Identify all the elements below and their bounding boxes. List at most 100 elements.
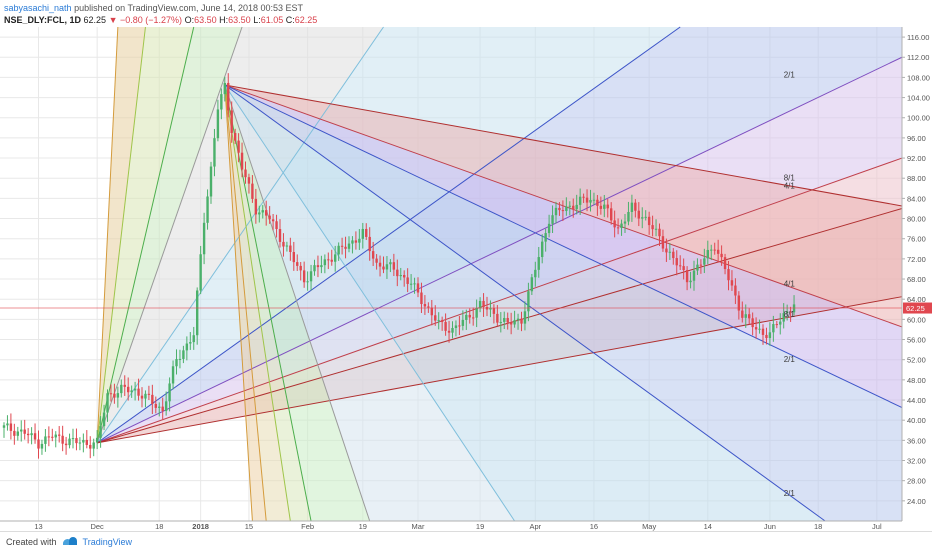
y-tick-label: 28.00	[907, 477, 926, 486]
candle-body	[371, 251, 375, 259]
x-tick-label: Feb	[301, 522, 314, 531]
publisher-text: published on TradingView.com, June 14, 2…	[71, 3, 304, 13]
candle-body	[358, 238, 361, 243]
candle-body	[679, 265, 682, 267]
candle-body	[544, 233, 547, 242]
candle-body	[306, 281, 309, 283]
y-tick-label: 108.00	[907, 73, 930, 82]
candle-body	[192, 335, 195, 343]
candle-body	[454, 325, 458, 328]
candle-body	[313, 265, 316, 272]
candle-body	[275, 221, 278, 230]
candle-body	[2, 425, 6, 428]
candle-body	[444, 322, 447, 331]
candle-body	[606, 204, 609, 209]
y-tick-label: 48.00	[907, 376, 926, 385]
y-tick-label: 56.00	[907, 336, 926, 345]
gann-fan-2-ray	[224, 84, 267, 522]
symbol-label[interactable]: NSE_DLY:FCL, 1D	[4, 15, 82, 25]
candle-body	[151, 394, 154, 404]
candle-body	[706, 249, 709, 259]
candle-body	[185, 343, 189, 351]
candle-body	[85, 439, 88, 445]
candle-body	[199, 254, 202, 291]
candle-body	[233, 132, 237, 141]
candle-body	[189, 342, 192, 344]
candle-body	[568, 205, 571, 207]
candle-body	[665, 248, 668, 253]
candle-body	[120, 384, 123, 394]
candle-body	[513, 320, 516, 325]
candle-body	[168, 383, 171, 402]
candle-body	[251, 183, 254, 199]
candles	[2, 73, 796, 459]
gann-fan-2-fill-band	[224, 84, 903, 521]
gann-fan-1-ray	[96, 157, 903, 444]
open-label: O:	[184, 15, 195, 25]
candle-body	[472, 317, 475, 319]
x-tick-label: Jul	[872, 522, 882, 531]
candle-body	[137, 388, 140, 396]
candle-body	[772, 324, 775, 333]
candle-body	[20, 429, 23, 432]
gann-fan-2-ray	[224, 84, 371, 522]
candle-body	[530, 277, 534, 292]
candle-body	[620, 223, 623, 228]
footer: Created with TradingView	[0, 531, 932, 551]
gann-fan-2-ray	[224, 84, 903, 409]
candle-body	[585, 197, 589, 203]
candle-body	[661, 236, 665, 249]
candle-body	[220, 94, 223, 110]
gann-fan-1-ray	[96, 26, 146, 443]
tradingview-link[interactable]: TradingView	[82, 536, 133, 547]
candle-body	[575, 204, 578, 210]
candle-body	[434, 315, 437, 321]
candle-body	[133, 388, 137, 391]
candle-body	[299, 265, 302, 271]
candle-body	[147, 393, 151, 395]
candle-body	[6, 423, 9, 426]
price-chart[interactable]: 2/18/14/14/18/12/12/1 24.0028.0032.0036.…	[0, 0, 932, 531]
y-tick-label: 96.00	[907, 134, 926, 143]
last-price-badge	[903, 302, 932, 314]
gann-fan-1-ray	[96, 26, 681, 444]
publisher-user[interactable]: sabyasachi_nath	[4, 3, 72, 13]
fan-ratio-label: 8/1	[784, 310, 796, 319]
candle-body	[368, 236, 371, 252]
candle-body	[672, 251, 675, 259]
candle-body	[337, 245, 340, 255]
candle-body	[258, 212, 261, 215]
candle-body	[334, 254, 337, 262]
candle-body	[140, 395, 144, 399]
candle-body	[261, 210, 264, 213]
candle-body	[44, 436, 47, 444]
candle-body	[492, 308, 496, 314]
x-tick-label: 14	[704, 522, 712, 531]
candle-body	[116, 393, 120, 398]
candle-body	[347, 243, 351, 249]
candle-body	[692, 270, 696, 281]
candle-body	[458, 325, 461, 327]
candle-body	[768, 332, 772, 339]
fan-ratio-label: 4/1	[784, 181, 796, 190]
candle-body	[99, 426, 102, 438]
candle-body	[385, 264, 389, 270]
candle-body	[244, 169, 247, 178]
candle-body	[382, 266, 385, 270]
candle-body	[409, 283, 413, 285]
candle-body	[130, 390, 133, 393]
candle-body	[509, 322, 513, 325]
high-value: 63.50	[228, 15, 251, 25]
close-value: 62.25	[294, 15, 318, 25]
x-tick-label: 15	[245, 522, 253, 531]
gann-fan-1-ray	[97, 207, 903, 444]
candle-body	[51, 436, 54, 438]
candle-body	[761, 328, 765, 335]
candle-body	[478, 300, 482, 309]
candle-body	[196, 290, 199, 336]
candle-body	[685, 270, 689, 283]
candle-body	[302, 270, 306, 283]
candle-body	[102, 412, 106, 427]
candle-body	[699, 264, 703, 266]
y-tick-label: 32.00	[907, 457, 926, 466]
